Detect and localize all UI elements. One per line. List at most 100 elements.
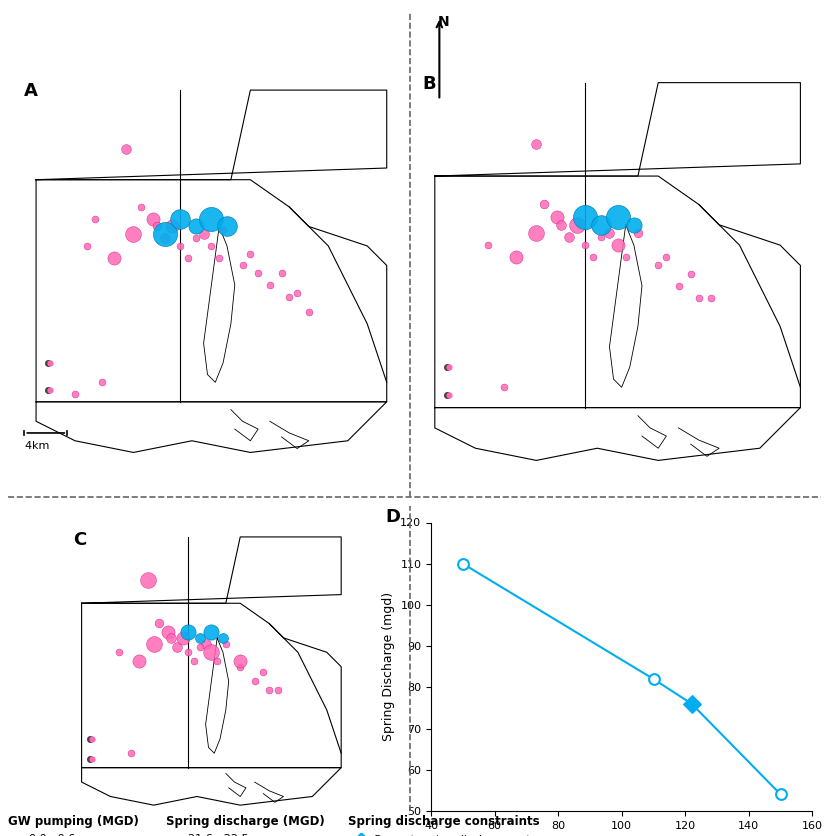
Point: [166, 220, 179, 233]
Point: [442, 360, 455, 374]
Point: [271, 683, 284, 696]
Point: [41, 384, 55, 397]
Point: [189, 232, 202, 245]
Point: [88, 212, 101, 226]
Point: [578, 238, 591, 252]
Point: [594, 218, 607, 232]
Point: [691, 291, 705, 304]
Text: Spring discharge constraints: Spring discharge constraints: [348, 815, 539, 828]
Point: [537, 198, 551, 212]
Point: [41, 356, 55, 370]
Point: [158, 232, 171, 245]
Point: [41, 384, 55, 397]
Point: [282, 290, 296, 303]
Point: [164, 631, 177, 645]
Point: [84, 752, 97, 766]
Point: [659, 251, 672, 264]
Point: [84, 752, 97, 766]
Point: [219, 637, 232, 650]
Point: [683, 267, 696, 280]
Point: [508, 251, 522, 264]
Point: [187, 655, 200, 668]
Point: [263, 278, 277, 292]
Point: [181, 625, 195, 639]
Point: [561, 230, 575, 243]
Point: [671, 279, 684, 293]
Point: [529, 227, 542, 240]
Point: [205, 239, 218, 252]
Point: [205, 645, 218, 659]
Point: [189, 220, 202, 233]
Point: [43, 384, 56, 397]
Point: [651, 259, 664, 273]
Point: [152, 617, 166, 630]
Point: [134, 201, 147, 214]
Point: [553, 218, 566, 232]
Point: [141, 573, 154, 587]
Point: [84, 732, 97, 746]
Point: [41, 356, 55, 370]
Point: [124, 747, 137, 760]
Point: [354, 833, 367, 836]
Point: [161, 625, 175, 639]
Point: [248, 675, 261, 688]
Y-axis label: Spring Discharge (mgd): Spring Discharge (mgd): [381, 592, 394, 742]
Point: [578, 210, 591, 223]
Point: [257, 665, 270, 679]
Text: B: B: [422, 74, 436, 93]
Text: D: D: [385, 508, 400, 526]
Text: GW pumping (MGD): GW pumping (MGD): [8, 815, 139, 828]
Point: [85, 752, 99, 766]
Point: [12, 832, 25, 836]
Point: [646, 672, 659, 686]
Point: [199, 637, 212, 650]
Point: [158, 227, 171, 241]
Point: [216, 631, 229, 645]
Point: [150, 220, 163, 233]
Point: [455, 557, 469, 570]
Text: 4: 4: [24, 441, 31, 451]
Point: [570, 218, 583, 232]
Point: [440, 360, 453, 374]
Point: [173, 212, 186, 226]
Text: km: km: [32, 441, 50, 451]
Point: [440, 389, 453, 402]
Text: A: A: [24, 82, 38, 100]
Point: [290, 286, 303, 299]
Point: [236, 259, 249, 273]
Point: [146, 212, 159, 226]
Text: N: N: [437, 15, 449, 29]
Point: [440, 389, 453, 402]
Point: [704, 291, 717, 304]
Point: [113, 645, 126, 659]
Point: [147, 637, 160, 650]
Point: [176, 631, 189, 645]
Point: [480, 238, 493, 252]
Point: [233, 655, 247, 668]
Point: [602, 227, 615, 240]
Point: [549, 210, 562, 223]
Text: C: C: [73, 531, 86, 549]
Point: [132, 655, 146, 668]
Text: Spring discharge (MGD): Spring discharge (MGD): [166, 815, 324, 828]
Point: [68, 387, 81, 400]
Point: [210, 655, 224, 668]
Point: [529, 137, 542, 150]
Point: [212, 251, 225, 264]
Point: [586, 251, 599, 264]
Text: 21.6 - 22.5: 21.6 - 22.5: [188, 833, 248, 836]
Point: [773, 788, 787, 801]
Point: [127, 227, 140, 241]
Point: [243, 247, 257, 261]
Point: [627, 218, 640, 232]
Point: [610, 210, 623, 223]
Point: [181, 645, 195, 659]
Point: [95, 375, 108, 389]
Point: [497, 380, 510, 394]
Point: [220, 220, 233, 233]
Point: [205, 625, 218, 639]
Point: [262, 683, 276, 696]
Point: [251, 267, 264, 280]
Point: [170, 640, 183, 653]
Point: [233, 660, 247, 674]
